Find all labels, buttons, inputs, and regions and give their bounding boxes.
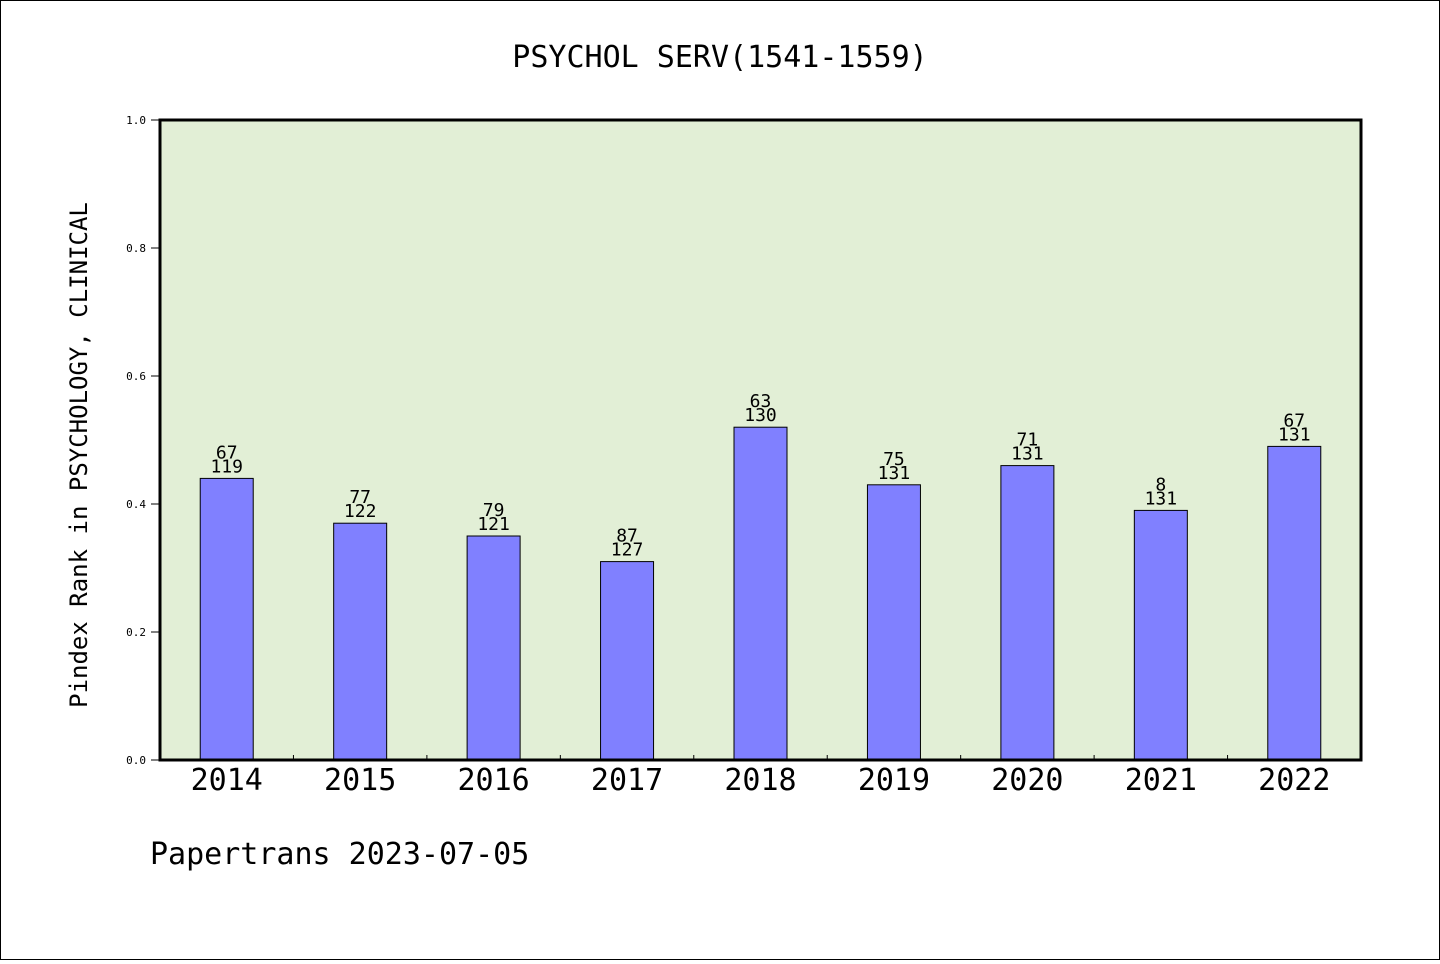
bar xyxy=(333,522,388,761)
data-label-rank: 77 xyxy=(349,487,371,508)
bar xyxy=(733,426,788,761)
data-label-rank: 67 xyxy=(216,442,238,463)
x-tick-label: 2019 xyxy=(858,763,930,798)
x-axis: 2014 2015 2016 2017 2018 2019 2020 2021 2022 xyxy=(191,755,1330,798)
data-label-rank: 75 xyxy=(883,449,905,470)
x-tick-label: 2022 xyxy=(1258,763,1330,798)
footer-credit: Papertrans 2023-07-05 xyxy=(150,837,529,872)
data-label-rank: 63 xyxy=(750,391,772,412)
x-tick-label: 2020 xyxy=(991,763,1063,798)
bar xyxy=(866,484,921,761)
x-tick-label: 2015 xyxy=(324,763,396,798)
bar xyxy=(1133,509,1188,761)
data-label-total: 127 xyxy=(611,540,644,561)
data-label-total: 131 xyxy=(1278,424,1311,445)
data-label-total: 131 xyxy=(1145,488,1178,509)
bar xyxy=(199,477,254,761)
data-label-rank: 71 xyxy=(1017,430,1039,451)
bar xyxy=(466,535,521,761)
chart-title: PSYCHOL SERV(1541-1559) xyxy=(512,40,927,75)
data-label-total: 131 xyxy=(878,463,911,484)
bar xyxy=(1267,445,1322,761)
y-tick-label: 0.4 xyxy=(126,498,146,511)
data-label-total: 131 xyxy=(1011,444,1044,465)
bars-group xyxy=(199,426,1322,761)
data-label-rank: 87 xyxy=(616,526,638,547)
y-tick-label: 0.2 xyxy=(126,626,146,639)
y-tick-label: 0.0 xyxy=(126,754,146,767)
bar xyxy=(600,561,655,761)
data-label-rank: 67 xyxy=(1283,410,1305,431)
y-tick-label: 0.8 xyxy=(126,242,146,255)
plot-border xyxy=(158,118,1363,762)
y-tick-label: 0.6 xyxy=(126,370,146,383)
y-axis-label: Pindex Rank in PSYCHOLOGY, CLINICAL xyxy=(65,202,93,708)
data-label-total: 119 xyxy=(210,456,243,477)
data-label-total: 121 xyxy=(477,514,510,535)
data-label-rank: 79 xyxy=(483,500,505,521)
data-label-rank: 8 xyxy=(1155,474,1166,495)
data-label-total: 122 xyxy=(344,501,377,522)
y-axis: 0.0 0.2 0.4 0.6 0.8 1.0 xyxy=(126,114,160,767)
x-tick-label: 2018 xyxy=(724,763,796,798)
bar xyxy=(1000,465,1055,761)
x-tick-label: 2017 xyxy=(591,763,663,798)
x-tick-label: 2016 xyxy=(457,763,529,798)
x-tick-label: 2014 xyxy=(191,763,263,798)
x-tick-label: 2021 xyxy=(1125,763,1197,798)
y-tick-label: 1.0 xyxy=(126,114,146,127)
data-label-total: 130 xyxy=(744,405,777,426)
